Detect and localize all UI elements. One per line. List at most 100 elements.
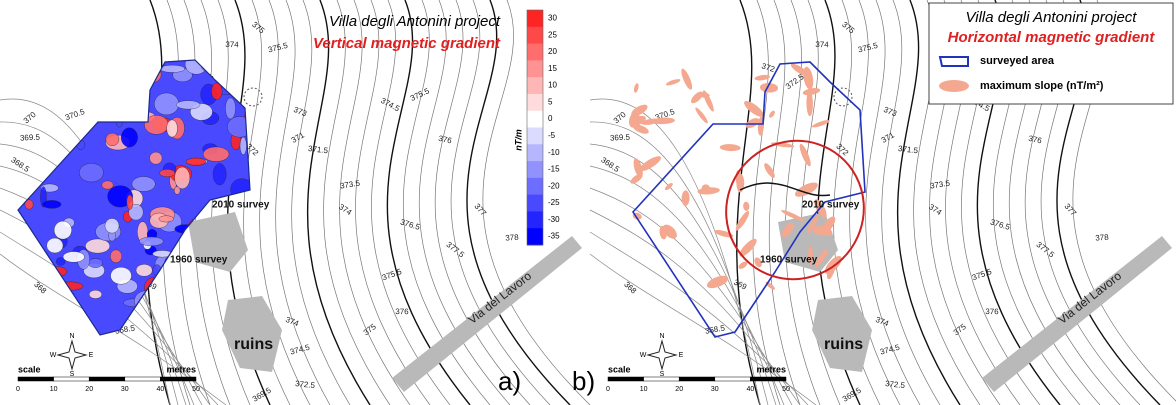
anomaly xyxy=(110,250,122,263)
legend-label: maximum slope (nT/m²) xyxy=(980,80,1104,92)
title: Villa degli Antonini project xyxy=(329,13,501,30)
contour-label: 374 xyxy=(874,315,890,329)
anomaly xyxy=(174,186,180,194)
contour-label: 369.5 xyxy=(20,133,41,143)
colorbar-tick-label: 15 xyxy=(548,64,557,73)
contour-line xyxy=(419,0,510,405)
contour-label: 375.5 xyxy=(971,267,993,282)
colorbar-band xyxy=(527,228,543,245)
anomaly xyxy=(203,147,229,162)
scale-segment xyxy=(54,377,90,381)
anomaly xyxy=(201,55,209,71)
annotation: 2010 survey xyxy=(212,200,270,211)
contour-line xyxy=(340,0,410,405)
colorbar-tick-label: -20 xyxy=(548,181,560,190)
scale-tick-label: 50 xyxy=(782,386,790,393)
anomaly xyxy=(127,195,133,210)
anomaly xyxy=(78,74,91,87)
anomaly xyxy=(111,267,132,284)
anomaly xyxy=(4,291,27,298)
scale-segment xyxy=(750,377,786,381)
annotation: ruins xyxy=(824,336,863,353)
contour-label: 372.5 xyxy=(885,379,906,390)
anomaly xyxy=(185,54,208,75)
well xyxy=(244,88,262,106)
scale-tick-label: 20 xyxy=(675,386,683,393)
colorbar-tick-label: -25 xyxy=(548,198,560,207)
colorbar-tick-label: 10 xyxy=(548,81,557,90)
contour-label: 372 xyxy=(834,142,850,158)
anomaly xyxy=(154,93,179,115)
anomaly xyxy=(138,50,151,71)
anomaly xyxy=(186,158,206,165)
compass-label: W xyxy=(640,352,647,359)
contour-label: 377.5 xyxy=(445,240,467,260)
scale-tick-label: 40 xyxy=(747,386,755,393)
scale-unit: metres xyxy=(756,364,786,374)
anomaly xyxy=(139,237,163,246)
contour-label: 375 xyxy=(840,20,856,36)
slope-blob xyxy=(768,110,776,119)
anomaly xyxy=(246,76,260,87)
anomaly xyxy=(67,301,78,313)
slope-blob xyxy=(638,154,663,174)
compass-rose xyxy=(648,341,676,369)
contour-label: 374.5 xyxy=(879,343,901,357)
subtitle: Horizontal magnetic gradient xyxy=(948,29,1156,46)
slope-blob xyxy=(665,78,681,87)
anomaly xyxy=(54,221,72,239)
contour-label: 377 xyxy=(473,202,489,218)
contour-label: 368 xyxy=(622,280,638,296)
anomaly xyxy=(244,111,263,124)
colorbar-tick-label: -30 xyxy=(548,215,560,224)
contour-line xyxy=(737,0,760,405)
anomaly xyxy=(183,299,201,320)
contour-label: 372 xyxy=(760,61,776,74)
slope-blob xyxy=(743,201,750,211)
anomaly xyxy=(19,176,36,192)
scale-segment xyxy=(125,377,161,381)
compass-label: N xyxy=(659,333,664,340)
slope-blob xyxy=(633,83,639,94)
contour-label: 372.5 xyxy=(295,379,316,390)
contour-label: 371 xyxy=(290,130,307,145)
contour-label: 376 xyxy=(438,134,453,146)
colorbar-band xyxy=(527,211,543,228)
anomaly xyxy=(132,177,155,192)
contour-label: 368.5 xyxy=(9,155,31,174)
anomaly xyxy=(29,308,51,324)
anomaly xyxy=(175,167,190,189)
colorbar-tick-label: 20 xyxy=(548,47,557,56)
legend-swatch xyxy=(939,80,969,92)
anomaly xyxy=(39,77,65,87)
compass-label: E xyxy=(679,352,684,359)
scale-segment xyxy=(89,377,125,381)
anomaly xyxy=(59,85,72,101)
anomaly xyxy=(130,91,137,98)
colorbar-band xyxy=(527,27,543,44)
scale-segment xyxy=(715,377,751,381)
contour-label: 371 xyxy=(880,130,897,145)
contour-label: 371.5 xyxy=(898,144,920,155)
title: Villa degli Antonini project xyxy=(966,9,1138,26)
colorbar-tick-label: -5 xyxy=(548,131,556,140)
slope-blob xyxy=(762,162,776,180)
anomaly xyxy=(48,90,67,96)
anomaly xyxy=(225,98,235,119)
scale-tick-label: 40 xyxy=(157,386,165,393)
slope-blob xyxy=(720,144,741,152)
anomaly xyxy=(250,65,258,76)
contour-label: 371.5 xyxy=(308,144,330,155)
panel-label: b) xyxy=(572,366,595,396)
anomaly xyxy=(70,94,91,105)
contour-label: 375.5 xyxy=(381,267,403,282)
anomaly xyxy=(227,116,252,137)
slope-blob xyxy=(701,89,716,112)
contour-label: 374.5 xyxy=(379,96,401,114)
colorbar-band xyxy=(527,60,543,77)
anomaly xyxy=(106,133,119,146)
contour-line xyxy=(769,0,800,405)
scale-tick-label: 50 xyxy=(192,386,200,393)
colorbar-tick-label: -15 xyxy=(548,165,560,174)
contour-line xyxy=(324,0,390,405)
